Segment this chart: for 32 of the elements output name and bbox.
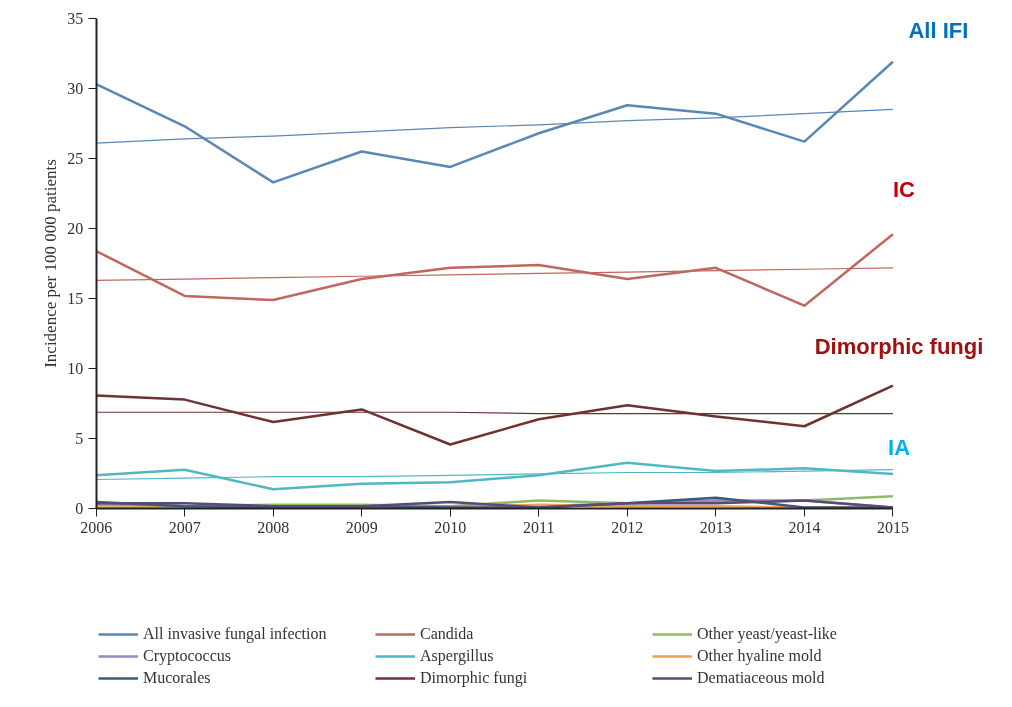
x-tick-label: 2008 xyxy=(257,518,290,536)
x-tick-label: 2010 xyxy=(434,518,467,536)
y-tick-label: 25 xyxy=(67,150,84,167)
x-tick-label: 2012 xyxy=(611,518,644,536)
y-axis-title: Incidence per 100 000 patients xyxy=(40,159,60,368)
legend-label: Dimorphic fungi xyxy=(420,668,529,688)
annotation: Dimorphic fungi xyxy=(814,333,984,359)
y-tick-label: 20 xyxy=(67,220,84,238)
legend-label: Other yeast/yeast-like xyxy=(697,624,838,644)
x-tick-label: 2007 xyxy=(168,518,201,536)
x-tick-label: 2013 xyxy=(699,518,732,536)
legend-label: Dematiaceous mold xyxy=(697,668,826,688)
text: All IFI xyxy=(908,17,969,43)
y-tick-label: 30 xyxy=(67,79,84,97)
legend-label: Other hyaline mold xyxy=(697,646,823,666)
legend-label: Aspergillus xyxy=(420,646,495,666)
x-tick-label: 2011 xyxy=(523,518,555,536)
y-tick-label: 5 xyxy=(75,430,84,448)
y-tick-label: 35 xyxy=(67,9,84,27)
text: IC xyxy=(892,176,916,202)
legend-label: All invasive fungal infection xyxy=(143,624,328,644)
annotation: IA xyxy=(888,434,911,460)
y-tick-label: 10 xyxy=(67,360,84,378)
legend-label: Mucorales xyxy=(143,668,212,688)
x-tick-label: 2009 xyxy=(345,518,378,536)
x-tick-label: 2014 xyxy=(788,518,821,536)
y-tick-label: 0 xyxy=(75,500,84,518)
y-tick-label: 15 xyxy=(67,290,84,308)
x-tick-label: 2015 xyxy=(876,518,909,536)
x-tick-label: 2006 xyxy=(80,518,113,536)
legend-label: Candida xyxy=(420,624,475,644)
legend-label: Cryptococcus xyxy=(143,646,232,666)
